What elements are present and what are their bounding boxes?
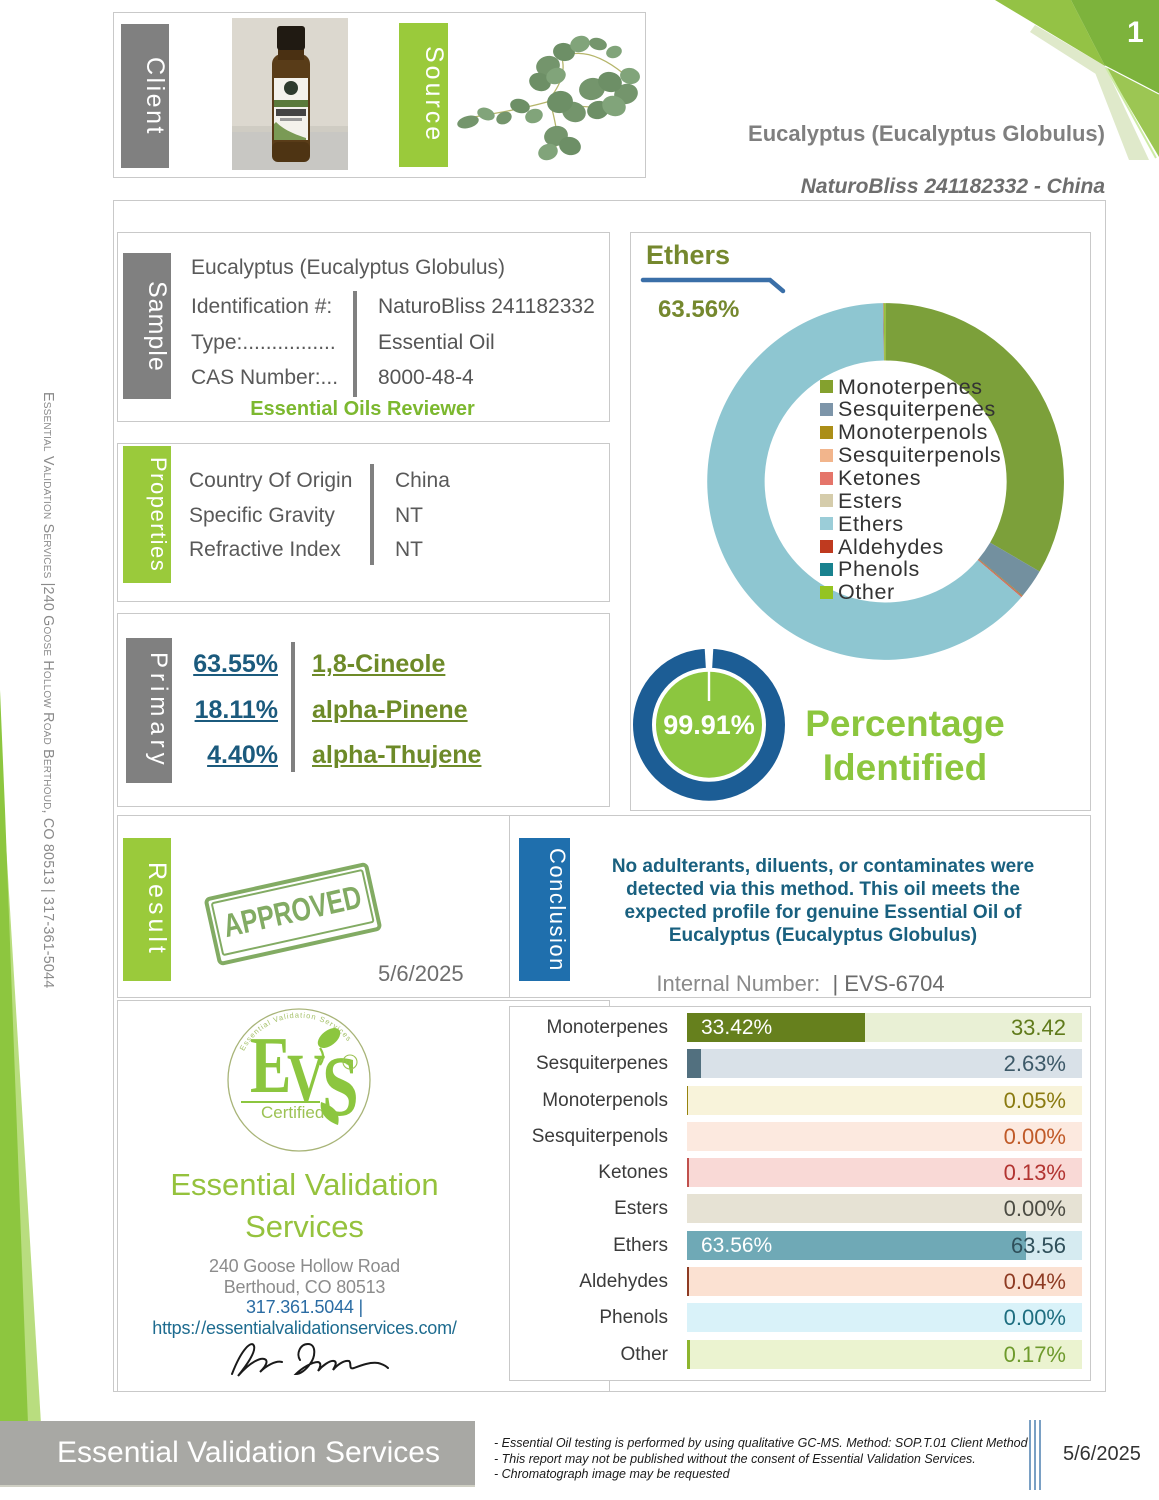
svg-text:E: E [250, 1020, 291, 1110]
svg-text:S: S [322, 1039, 359, 1134]
svg-text:V: V [287, 1040, 325, 1116]
svg-text:1: 1 [1127, 16, 1144, 49]
svg-text:99.91%: 99.91% [663, 710, 755, 740]
svg-text:Certified: Certified [261, 1103, 324, 1122]
svg-text:TM: TM [345, 1061, 353, 1067]
